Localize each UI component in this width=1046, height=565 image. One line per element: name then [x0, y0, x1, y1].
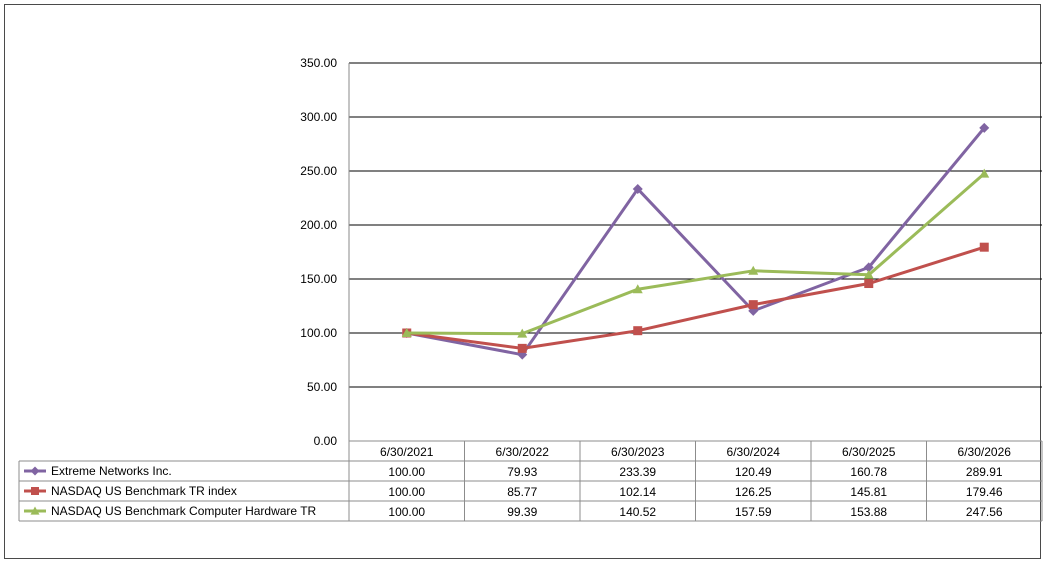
y-tick-label: 200.00 — [300, 218, 337, 232]
table-value: 157.59 — [735, 505, 772, 519]
table-value: 247.56 — [966, 505, 1003, 519]
table-value: 233.39 — [619, 465, 656, 479]
table-value: 100.00 — [388, 505, 425, 519]
legend-marker — [30, 506, 40, 515]
data-point — [401, 328, 412, 337]
table-value: 160.78 — [850, 465, 887, 479]
y-tick-label: 350.00 — [300, 56, 337, 70]
y-tick-label: 50.00 — [307, 380, 337, 394]
table-value: 100.00 — [388, 485, 425, 499]
table-value: 85.77 — [507, 485, 537, 499]
table-value: 99.39 — [507, 505, 537, 519]
legend-marker — [31, 487, 39, 495]
x-category-label: 6/30/2022 — [496, 445, 550, 459]
legend-series-name: NASDAQ US Benchmark TR index — [51, 484, 237, 498]
data-point — [979, 122, 990, 133]
table-value: 179.46 — [966, 485, 1003, 499]
data-point — [633, 326, 643, 336]
table-value: 153.88 — [850, 505, 887, 519]
data-point — [863, 269, 874, 279]
data-point — [863, 262, 874, 273]
chart-frame — [4, 4, 1041, 559]
legend-series-name: NASDAQ US Benchmark Computer Hardware TR — [51, 504, 317, 518]
data-point — [979, 242, 989, 252]
data-point — [748, 300, 758, 310]
y-tick-label: 100.00 — [300, 326, 337, 340]
x-category-label: 6/30/2023 — [611, 445, 665, 459]
y-tick-label: 150.00 — [300, 272, 337, 286]
series-line — [406, 245, 985, 350]
table-value: 120.49 — [735, 465, 772, 479]
legend-marker — [30, 466, 40, 476]
series-line — [406, 172, 986, 336]
data-point — [517, 328, 528, 338]
x-category-label: 6/30/2026 — [958, 445, 1012, 459]
table-value: 140.52 — [619, 505, 656, 519]
table-value: 289.91 — [966, 465, 1003, 479]
y-tick-label: 0.00 — [314, 434, 338, 448]
data-point — [748, 265, 759, 275]
x-category-label: 6/30/2024 — [727, 445, 781, 459]
data-point — [632, 183, 643, 194]
legend-series-name: Extreme Networks Inc. — [51, 464, 172, 478]
data-point — [517, 343, 527, 353]
table-value: 145.81 — [850, 485, 887, 499]
x-category-label: 6/30/2025 — [842, 445, 896, 459]
data-point — [864, 279, 874, 289]
data-point — [632, 284, 643, 294]
table-value: 79.93 — [507, 465, 537, 479]
x-category-label: 6/30/2021 — [380, 445, 434, 459]
table-value: 126.25 — [735, 485, 772, 499]
y-tick-label: 300.00 — [300, 110, 337, 124]
table-value: 102.14 — [619, 485, 656, 499]
series-line — [406, 126, 986, 357]
table-value: 100.00 — [388, 465, 425, 479]
data-point — [979, 168, 990, 178]
y-tick-label: 250.00 — [300, 164, 337, 178]
